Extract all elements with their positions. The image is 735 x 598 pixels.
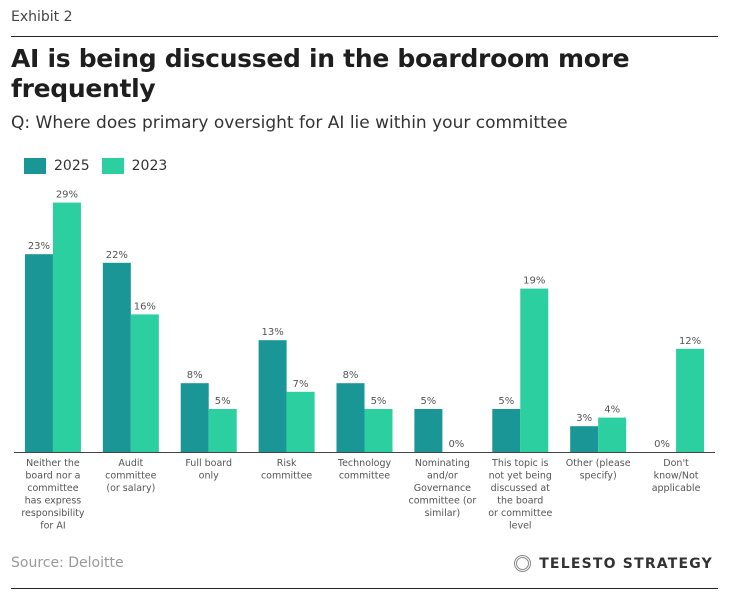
bar-2023-0 <box>52 202 81 452</box>
legend-label-2023: 2023 <box>131 158 168 174</box>
data-label-2023-0: 29% <box>56 190 78 201</box>
legend-swatch-2025 <box>24 158 46 174</box>
category-label-4-line-0: Technology <box>337 458 392 469</box>
top-divider <box>11 36 718 37</box>
category-label-2-line-0: Full board <box>185 458 232 469</box>
data-label-2025-7: 3% <box>576 413 592 424</box>
category-label-1-line-0: Audit <box>118 458 143 469</box>
ring-logo-icon <box>514 555 532 572</box>
bar-2023-4 <box>364 409 393 452</box>
legend-label-2025: 2025 <box>54 158 90 174</box>
data-label-2025-4: 8% <box>343 370 359 381</box>
data-label-2023-4: 5% <box>371 396 387 407</box>
bar-2025-2 <box>180 383 209 452</box>
legend-item-2023: 2023 <box>101 158 168 174</box>
category-label-6-line-4: or committee <box>488 508 552 519</box>
data-label-2023-8: 12% <box>679 336 701 347</box>
category-label-1-line-1: committee <box>105 471 156 482</box>
bar-2025-5 <box>414 409 443 452</box>
bar-2023-6 <box>520 288 549 452</box>
data-label-2025-0: 23% <box>28 241 50 252</box>
category-label-0-line-5: for AI <box>40 521 65 532</box>
category-label-3-line-1: committee <box>261 471 312 482</box>
data-label-2023-2: 5% <box>215 396 231 407</box>
data-label-2023-1: 16% <box>134 301 156 312</box>
category-label-0-line-3: has express <box>25 496 82 507</box>
brand-name: TELESTO STRATEGY <box>539 555 713 572</box>
brand: TELESTO STRATEGY <box>514 555 713 572</box>
chart-title: AI is being discussed in the boardroom m… <box>11 44 630 103</box>
bar-2025-1 <box>102 262 131 452</box>
category-label-3-line-0: Risk <box>277 458 297 469</box>
category-label-2-line-1: only <box>199 471 219 482</box>
data-label-2023-5: 0% <box>448 439 464 450</box>
category-label-5-line-1: and/or <box>427 471 458 482</box>
category-label-8-line-1: know/Not <box>654 471 699 482</box>
data-label-2023-7: 4% <box>604 405 620 416</box>
category-label-7-line-0: Other (please <box>566 458 631 469</box>
bar-2025-6 <box>492 409 521 452</box>
data-label-2025-2: 8% <box>187 370 203 381</box>
data-label-2025-3: 13% <box>261 327 283 338</box>
bar-2023-1 <box>130 314 159 452</box>
bottom-divider <box>11 588 718 589</box>
data-label-2025-6: 5% <box>498 396 514 407</box>
bar-2023-3 <box>286 391 315 452</box>
exhibit-label: Exhibit 2 <box>11 9 73 25</box>
bar-2025-7 <box>570 426 599 452</box>
category-label-5-line-0: Nominating <box>415 458 470 469</box>
bar-2023-2 <box>208 409 237 452</box>
category-label-6-line-5: level <box>509 521 532 532</box>
category-label-0-line-0: Neither the <box>26 458 80 469</box>
data-label-2025-8: 0% <box>654 439 670 450</box>
category-label-6-line-3: the board <box>497 496 543 507</box>
chart-subtitle: Q: Where does primary oversight for AI l… <box>11 113 568 133</box>
category-label-5-line-2: Governance <box>414 483 471 494</box>
category-label-0-line-4: responsibility <box>21 508 85 519</box>
legend-swatch-2023 <box>101 158 124 174</box>
category-label-1-line-2: (or salary) <box>106 483 155 494</box>
legend: 2025 2023 <box>24 158 179 174</box>
category-label-5-line-3: committee (or <box>408 496 476 507</box>
data-label-2025-5: 5% <box>420 396 436 407</box>
bar-2023-8 <box>676 348 705 452</box>
data-label-2025-1: 22% <box>106 250 128 261</box>
data-label-2023-3: 7% <box>293 379 309 390</box>
category-label-6-line-2: discussed at <box>491 483 550 494</box>
bar-2025-3 <box>258 340 287 452</box>
category-label-7-line-1: specify) <box>580 471 617 482</box>
legend-item-2025: 2025 <box>24 158 90 174</box>
source-note: Source: Deloitte <box>11 555 124 571</box>
category-label-6-line-0: This topic is <box>491 458 549 469</box>
category-label-8-line-2: applicable <box>652 483 701 494</box>
bar-2025-4 <box>336 383 365 452</box>
category-label-4-line-1: committee <box>339 471 390 482</box>
data-label-2023-6: 19% <box>523 276 545 287</box>
bar-2025-0 <box>24 254 53 452</box>
category-label-6-line-1: not yet being <box>489 471 552 482</box>
category-label-0-line-1: board nor a <box>25 471 80 482</box>
category-label-0-line-2: committee <box>27 483 78 494</box>
category-label-8-line-0: Don't <box>663 458 689 469</box>
bar-2023-7 <box>598 417 627 452</box>
category-label-5-line-4: similar) <box>425 508 461 519</box>
